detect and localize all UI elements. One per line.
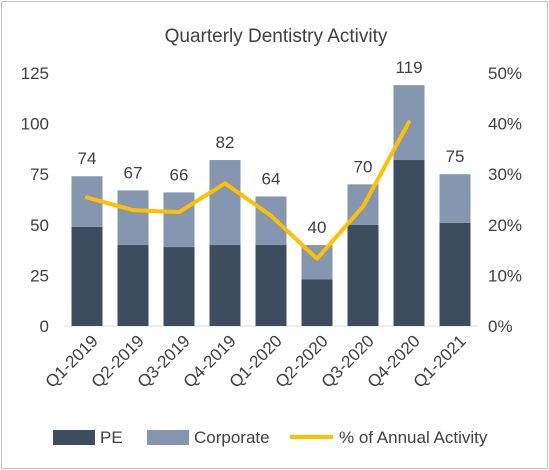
total-label: 82 [216, 133, 235, 152]
bar-pe [301, 279, 333, 326]
left-tick-label: 25 [30, 266, 49, 285]
line-annual-activity [85, 120, 411, 261]
total-label: 67 [124, 163, 143, 182]
bar-pe [71, 226, 103, 326]
legend-swatch-pe [53, 430, 95, 445]
bar-pe [163, 247, 195, 326]
right-tick-label: 30% [488, 165, 522, 184]
right-tick-label: 20% [488, 216, 522, 235]
total-label: 66 [170, 165, 189, 184]
bar-pe [393, 160, 425, 326]
legend-swatch-corporate [147, 430, 189, 445]
legend-label-corporate: Corporate [194, 428, 270, 447]
total-label: 70 [354, 157, 373, 176]
legend-label-pe: PE [100, 428, 123, 447]
bar-corporate [163, 192, 195, 248]
bar-corporate [439, 174, 471, 223]
right-y-axis: 0% 10% 20% 30% 40% 50% [488, 64, 522, 336]
category-labels-group: Q1-2019Q2-2019Q3-2019Q4-2019Q1-2020Q2-20… [42, 331, 470, 391]
total-label: 119 [395, 58, 422, 77]
total-label: 64 [262, 169, 281, 188]
bar-pe [255, 245, 287, 326]
legend: PE Corporate % of Annual Activity [53, 428, 488, 447]
legend-label-annual-activity: % of Annual Activity [339, 428, 488, 447]
bars-group [71, 85, 471, 326]
left-tick-label: 50 [30, 216, 49, 235]
total-label: 75 [446, 147, 465, 166]
chart-title: Quarterly Dentistry Activity [165, 26, 388, 47]
total-label: 40 [308, 218, 327, 237]
bar-corporate [117, 190, 149, 246]
left-tick-label: 75 [30, 165, 49, 184]
bar-pe [439, 222, 471, 326]
left-tick-label: 0 [40, 317, 49, 336]
left-y-axis: 0 25 50 75 100 125 [21, 64, 49, 336]
total-label: 74 [78, 149, 97, 168]
right-tick-label: 0% [488, 317, 513, 336]
total-labels-group: 74 67 66 82 64 40 70 119 75 [78, 58, 465, 237]
right-tick-label: 10% [488, 266, 522, 285]
left-tick-label: 125 [21, 64, 49, 83]
bar-pe [347, 224, 379, 326]
line-series-group [85, 120, 411, 261]
right-tick-label: 50% [488, 64, 522, 83]
bar-pe [209, 245, 241, 326]
bar-pe [117, 245, 149, 326]
bar-corporate [255, 196, 287, 246]
bar-corporate [209, 160, 241, 246]
left-tick-label: 100 [21, 115, 49, 134]
right-tick-label: 40% [488, 115, 522, 134]
